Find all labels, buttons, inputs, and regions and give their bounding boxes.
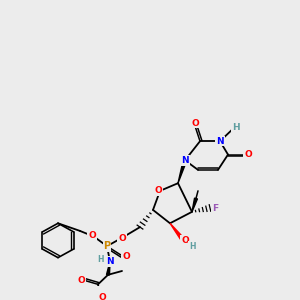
- Polygon shape: [106, 262, 110, 275]
- Text: H: H: [232, 123, 240, 132]
- Text: O: O: [77, 276, 85, 285]
- Polygon shape: [192, 198, 197, 212]
- Text: N: N: [216, 137, 224, 146]
- Polygon shape: [178, 160, 187, 183]
- Text: O: O: [154, 186, 162, 195]
- Text: O: O: [122, 252, 130, 261]
- Text: P: P: [103, 241, 111, 251]
- Text: O: O: [118, 234, 126, 243]
- Text: O: O: [98, 293, 106, 300]
- Text: O: O: [191, 118, 199, 127]
- Text: F: F: [212, 203, 218, 212]
- Text: O: O: [88, 231, 96, 240]
- Text: O: O: [244, 150, 252, 159]
- Text: H: H: [98, 255, 104, 264]
- Text: N: N: [106, 257, 114, 266]
- Polygon shape: [170, 223, 183, 240]
- Text: N: N: [181, 156, 189, 165]
- Text: H: H: [189, 242, 195, 251]
- Text: O: O: [181, 236, 189, 245]
